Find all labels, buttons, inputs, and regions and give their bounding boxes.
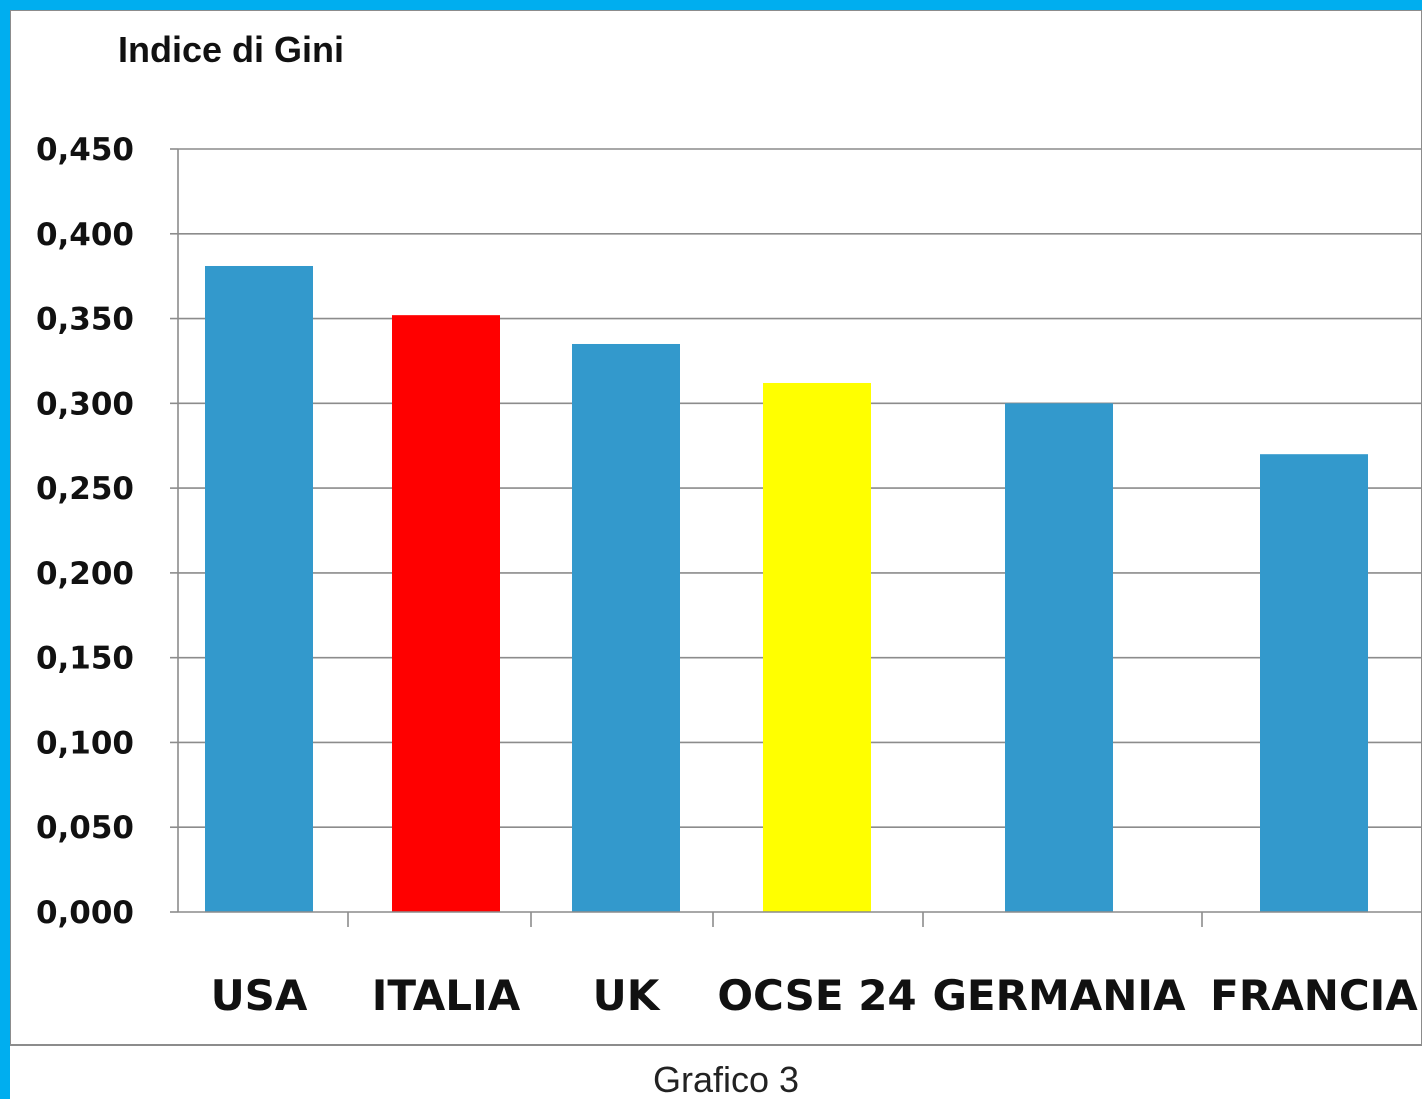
- y-tick-label: 0,450: [36, 132, 134, 168]
- category-label: GERMANIA: [932, 971, 1186, 1020]
- y-tick-label: 0,350: [36, 302, 134, 338]
- y-tick-label: 0,400: [36, 217, 134, 253]
- category-label: ITALIA: [372, 971, 521, 1020]
- bar-francia: [1260, 454, 1368, 912]
- category-label: UK: [593, 971, 661, 1020]
- bar-chart: Indice di Gini 0,000 0,050 0,100 0,150 0,200…: [10, 10, 1422, 1099]
- y-tick-label: 0,150: [36, 641, 134, 677]
- category-label: FRANCIA: [1210, 971, 1418, 1020]
- bar-uk: [572, 343, 680, 912]
- bar-italia: [392, 315, 500, 913]
- x-axis-category-labels: USA ITALIA UK OCSE 24 GERMANIA FRANCIA: [211, 971, 1419, 1020]
- y-tick-label: 0,100: [36, 725, 134, 761]
- bars: [205, 265, 1368, 913]
- bar-ocse-24: [763, 382, 871, 912]
- chart-title: Indice di Gini: [118, 29, 344, 70]
- y-tick-label: 0,000: [36, 895, 134, 931]
- y-axis-tick-labels: 0,000 0,050 0,100 0,150 0,200 0,250 0,300 0,350…: [36, 132, 134, 931]
- y-tick-label: 0,250: [36, 471, 134, 507]
- category-label: USA: [211, 971, 308, 1020]
- y-tick-label: 0,050: [36, 810, 134, 846]
- category-label: OCSE 24: [717, 971, 916, 1020]
- chart-caption: Grafico 3: [653, 1059, 799, 1099]
- chart-canvas: Indice di Gini 0,000 0,050 0,100 0,150 0,200…: [10, 10, 1422, 1099]
- chart-border: [10, 10, 1422, 1046]
- y-tick-label: 0,300: [36, 386, 134, 422]
- y-tick-label: 0,200: [36, 556, 134, 592]
- bar-usa: [205, 265, 313, 912]
- bar-germania: [1005, 403, 1113, 912]
- axes: [177, 149, 1422, 927]
